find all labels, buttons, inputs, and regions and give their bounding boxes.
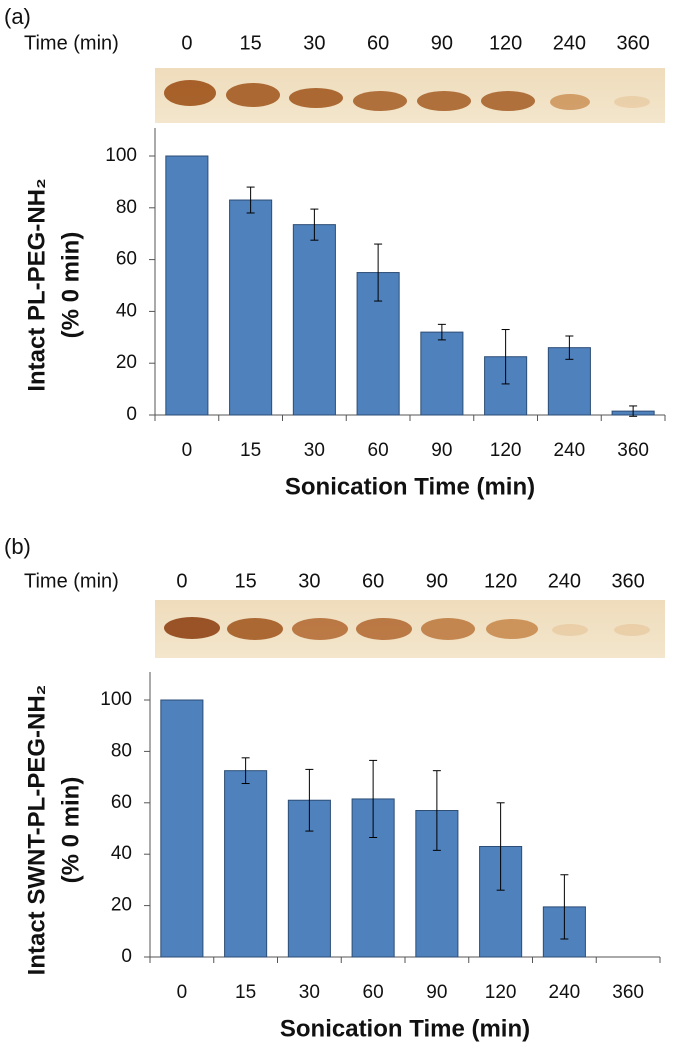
x-tick-label: 15 [240,440,261,461]
panel-label: (a) [4,4,31,29]
y-axis-title: (% 0 min) [57,232,84,339]
x-tick-label: 60 [368,440,389,461]
panel-label: (b) [4,534,31,559]
x-tick-label: 0 [177,982,188,1003]
y-axis-title: Intact SWNT-PL-PEG-NH₂ [23,685,50,976]
x-axis-title: Sonication Time (min) [285,473,535,500]
y-tick-label: 60 [116,249,137,270]
y-tick-label: 20 [116,352,137,373]
gel-time-label: 30 [298,570,320,592]
x-tick-label: 120 [485,982,517,1003]
x-tick-label: 30 [299,982,320,1003]
gel-image [155,600,665,658]
gel-time-label: 120 [484,570,517,592]
gel-time-label: 240 [553,32,586,54]
y-tick-label: 0 [126,404,137,425]
y-tick-label: 100 [105,145,137,166]
gel-time-label: 15 [235,570,257,592]
x-tick-label: 90 [431,440,452,461]
y-axis-title: (% 0 min) [57,777,84,884]
bar [292,224,336,416]
x-tick-label: 240 [554,440,586,461]
x-tick-label: 60 [363,982,384,1003]
gel-label: Time (min) [24,32,119,54]
gel-time-label: 90 [426,570,448,592]
gel-time-label: 60 [367,32,389,54]
y-tick-label: 40 [116,300,137,321]
gel-time-label: 360 [611,570,644,592]
x-tick-label: 240 [549,982,581,1003]
y-tick-label: 40 [111,843,132,864]
gel-image [155,68,665,123]
x-tick-label: 360 [612,982,644,1003]
x-tick-label: 30 [304,440,325,461]
bar [165,155,209,416]
y-tick-label: 0 [121,946,132,967]
gel-label: Time (min) [24,570,119,592]
x-axis-title: Sonication Time (min) [280,1015,530,1042]
x-tick-label: 15 [235,982,256,1003]
gel-time-label: 120 [489,32,522,54]
y-axis-title: Intact PL-PEG-NH₂ [23,178,50,391]
bar [229,199,273,416]
gel-time-label: 360 [616,32,649,54]
x-tick-label: 120 [490,440,522,461]
bar [420,331,464,416]
bar [160,699,204,958]
gel-time-label: 30 [303,32,325,54]
bar [224,770,268,958]
x-tick-label: 360 [617,440,649,461]
gel-time-label: 240 [548,570,581,592]
gel-time-label: 15 [240,32,262,54]
x-tick-label: 0 [182,440,193,461]
gel-time-label: 0 [181,32,192,54]
x-tick-label: 90 [426,982,447,1003]
y-tick-label: 60 [111,792,132,813]
y-tick-label: 80 [111,740,132,761]
gel-time-label: 0 [176,570,187,592]
y-tick-label: 80 [116,197,137,218]
gel-time-label: 90 [431,32,453,54]
y-tick-label: 20 [111,895,132,916]
gel-time-label: 60 [362,570,384,592]
y-tick-label: 100 [100,689,132,710]
